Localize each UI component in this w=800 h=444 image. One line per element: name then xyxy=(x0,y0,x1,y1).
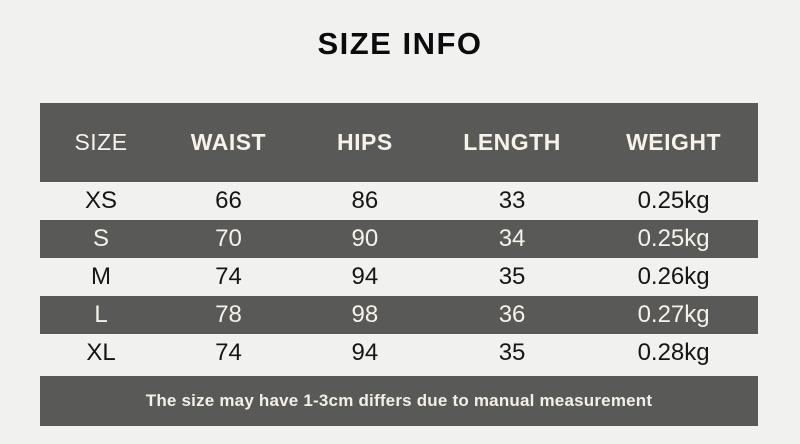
footer-note: The size may have 1-3cm differs due to m… xyxy=(145,391,653,410)
cell-weight: 0.25kg xyxy=(637,225,710,252)
cell-waist: 70 xyxy=(215,225,242,252)
header-cell-size: SIZE xyxy=(74,129,128,155)
cell-hips: 90 xyxy=(351,225,379,252)
cell-hips: 98 xyxy=(351,301,379,328)
header-cell-hips: HIPS xyxy=(337,129,393,155)
cell-hips: 86 xyxy=(351,187,379,214)
cell-size: M xyxy=(91,263,112,290)
table-row-xs: XS 66 86 33 0.25kg xyxy=(40,182,758,220)
table-row-m: M 74 94 35 0.26kg xyxy=(40,258,758,296)
cell-length: 35 xyxy=(498,263,526,290)
table-row-l: L 78 98 36 0.27kg xyxy=(40,296,758,334)
header-cell-weight: WEIGHT xyxy=(626,129,722,155)
cell-length: 33 xyxy=(498,187,526,214)
cell-length: 35 xyxy=(498,339,526,366)
cell-size: L xyxy=(94,301,108,328)
cell-length: 34 xyxy=(498,225,526,252)
cell-waist: 78 xyxy=(215,301,242,328)
cell-size: XS xyxy=(85,187,118,214)
cell-size: XL xyxy=(86,339,116,366)
cell-weight: 0.25kg xyxy=(637,187,710,214)
cell-weight: 0.27kg xyxy=(637,301,710,328)
cell-weight: 0.28kg xyxy=(637,339,710,366)
cell-length: 36 xyxy=(498,301,526,328)
cell-waist: 74 xyxy=(215,339,242,366)
cell-hips: 94 xyxy=(351,339,379,366)
footer-note-bar: The size may have 1-3cm differs due to m… xyxy=(40,376,758,426)
cell-waist: 74 xyxy=(215,263,242,290)
cell-weight: 0.26kg xyxy=(637,263,710,290)
page-title: SIZE INFO xyxy=(317,26,483,61)
header-cell-length: LENGTH xyxy=(463,129,561,155)
cell-hips: 94 xyxy=(351,263,379,290)
cell-size: S xyxy=(93,225,110,252)
size-table: SIZE WAIST HIPS LENGTH WEIGHT XS 66 86 3… xyxy=(40,103,758,426)
header-cell-waist: WAIST xyxy=(190,129,267,155)
cell-waist: 66 xyxy=(215,187,242,214)
table-row-s: S 70 90 34 0.25kg xyxy=(40,220,758,258)
table-row-xl: XL 74 94 35 0.28kg xyxy=(40,334,758,372)
table-header-row: SIZE WAIST HIPS LENGTH WEIGHT xyxy=(40,103,758,182)
